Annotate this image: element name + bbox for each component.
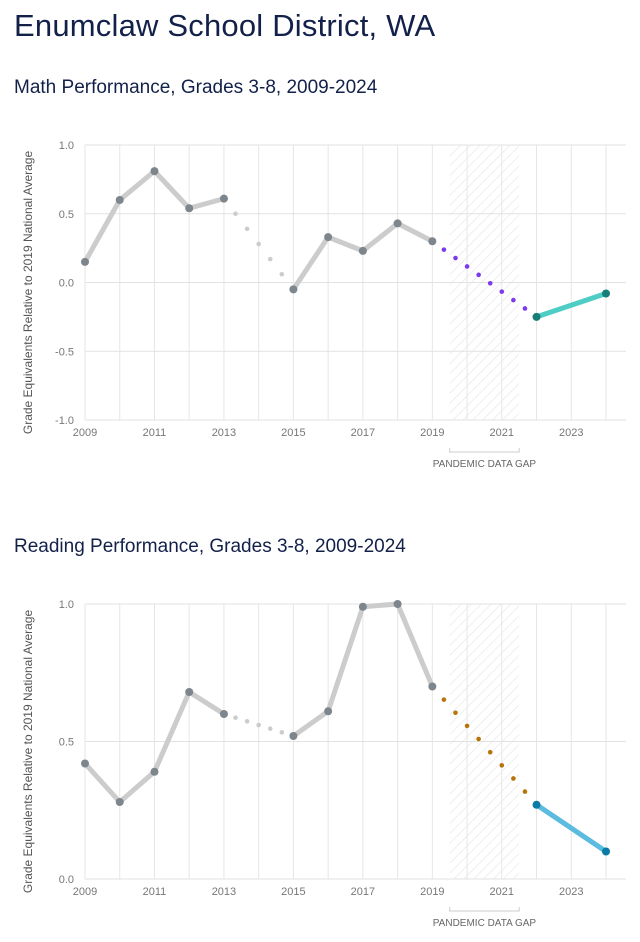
dotted-connector-point (441, 697, 447, 702)
data-point (393, 600, 402, 608)
x-tick-label: 2015 (281, 427, 305, 439)
dotted-connector-point (522, 789, 528, 794)
data-point (150, 767, 159, 776)
y-tick-label: 0.0 (59, 874, 74, 886)
dotted-connector-point (499, 289, 505, 294)
x-tick-label: 2023 (559, 427, 583, 439)
dotted-connector-point (233, 715, 238, 720)
data-point (289, 732, 298, 740)
dotted-connector-point (487, 749, 493, 755)
math-chart-title: Math Performance, Grades 3-8, 2009-2024 (14, 77, 378, 98)
y-tick-label: 0.5 (59, 737, 74, 749)
data-point (219, 194, 228, 203)
gap-label: PANDEMIC DATA GAP (433, 918, 537, 929)
dotted-connector-point (244, 719, 250, 724)
dotted-connector-point (476, 272, 481, 278)
series-line-post-pandemic (535, 291, 607, 320)
data-point (81, 257, 89, 266)
data-point (428, 237, 437, 246)
x-tick-label: 2021 (490, 427, 514, 439)
x-tick-label: 2013 (212, 427, 236, 439)
x-tick-label: 2011 (143, 886, 167, 898)
x-tick-label: 2009 (73, 886, 97, 898)
dotted-connector-point (464, 723, 470, 729)
x-tick-label: 2015 (281, 886, 305, 898)
x-tick-label: 2021 (490, 886, 514, 898)
data-point (185, 688, 194, 696)
dotted-connector-point (256, 241, 261, 247)
dotted-connector-point (244, 226, 250, 232)
y-tick-label: 0.5 (59, 209, 74, 221)
data-point (81, 759, 89, 768)
y-tick-label: 0.0 (59, 278, 74, 290)
y-axis-label: Grade Equivalents Relative to 2019 Natio… (21, 610, 35, 894)
dotted-connector-point (441, 247, 447, 252)
data-point (324, 233, 333, 242)
series-line-post-pandemic (535, 802, 608, 854)
x-tick-label: 2019 (420, 886, 444, 898)
dotted-connector-point (453, 255, 458, 261)
data-point (185, 204, 194, 213)
dotted-connector-point (267, 256, 273, 262)
x-tick-label: 2017 (351, 427, 375, 439)
data-point (393, 219, 402, 228)
dotted-connector-point (499, 763, 505, 768)
dotted-connector-point (453, 710, 458, 716)
y-axis-label: Grade Equivalents Relative to 2019 Natio… (21, 151, 35, 435)
reading-chart-title: Reading Performance, Grades 3-8, 2009-20… (14, 536, 406, 557)
dotted-connector-point (511, 776, 516, 781)
data-point (428, 682, 437, 691)
dotted-connector-point (279, 730, 285, 735)
data-point (115, 196, 124, 204)
dotted-connector-point (522, 306, 528, 311)
gap-bracket (449, 907, 520, 912)
dotted-connector-point (267, 726, 273, 731)
dotted-connector-point (256, 722, 261, 728)
data-point (602, 289, 610, 298)
gap-bracket (449, 448, 520, 453)
dotted-connector-point (476, 736, 481, 742)
x-tick-label: 2023 (559, 886, 583, 898)
y-tick-label: 1.0 (59, 599, 74, 611)
data-point (324, 707, 333, 716)
gap-label: PANDEMIC DATA GAP (433, 459, 537, 470)
dotted-connector-point (487, 280, 493, 286)
x-tick-label: 2017 (351, 886, 375, 898)
y-tick-label: -1.0 (55, 415, 74, 427)
data-point (115, 798, 124, 806)
dotted-connector-point (511, 297, 516, 303)
data-point (602, 847, 610, 856)
dotted-connector-point (279, 271, 285, 277)
data-point (532, 800, 541, 809)
dotted-connector-point (464, 264, 470, 269)
x-tick-label: 2009 (73, 427, 97, 439)
x-tick-label: 2011 (143, 427, 167, 439)
data-point (150, 167, 159, 176)
data-point (289, 285, 298, 294)
data-point (358, 602, 367, 611)
page-title: Enumclaw School District, WA (14, 8, 436, 43)
y-tick-label: 1.0 (59, 140, 74, 152)
dotted-connector-point (233, 211, 238, 217)
data-point (219, 710, 228, 718)
data-point (358, 246, 367, 255)
data-point (532, 312, 541, 321)
x-tick-label: 2013 (212, 886, 236, 898)
x-tick-label: 2019 (420, 427, 444, 439)
y-tick-label: -0.5 (55, 346, 74, 358)
